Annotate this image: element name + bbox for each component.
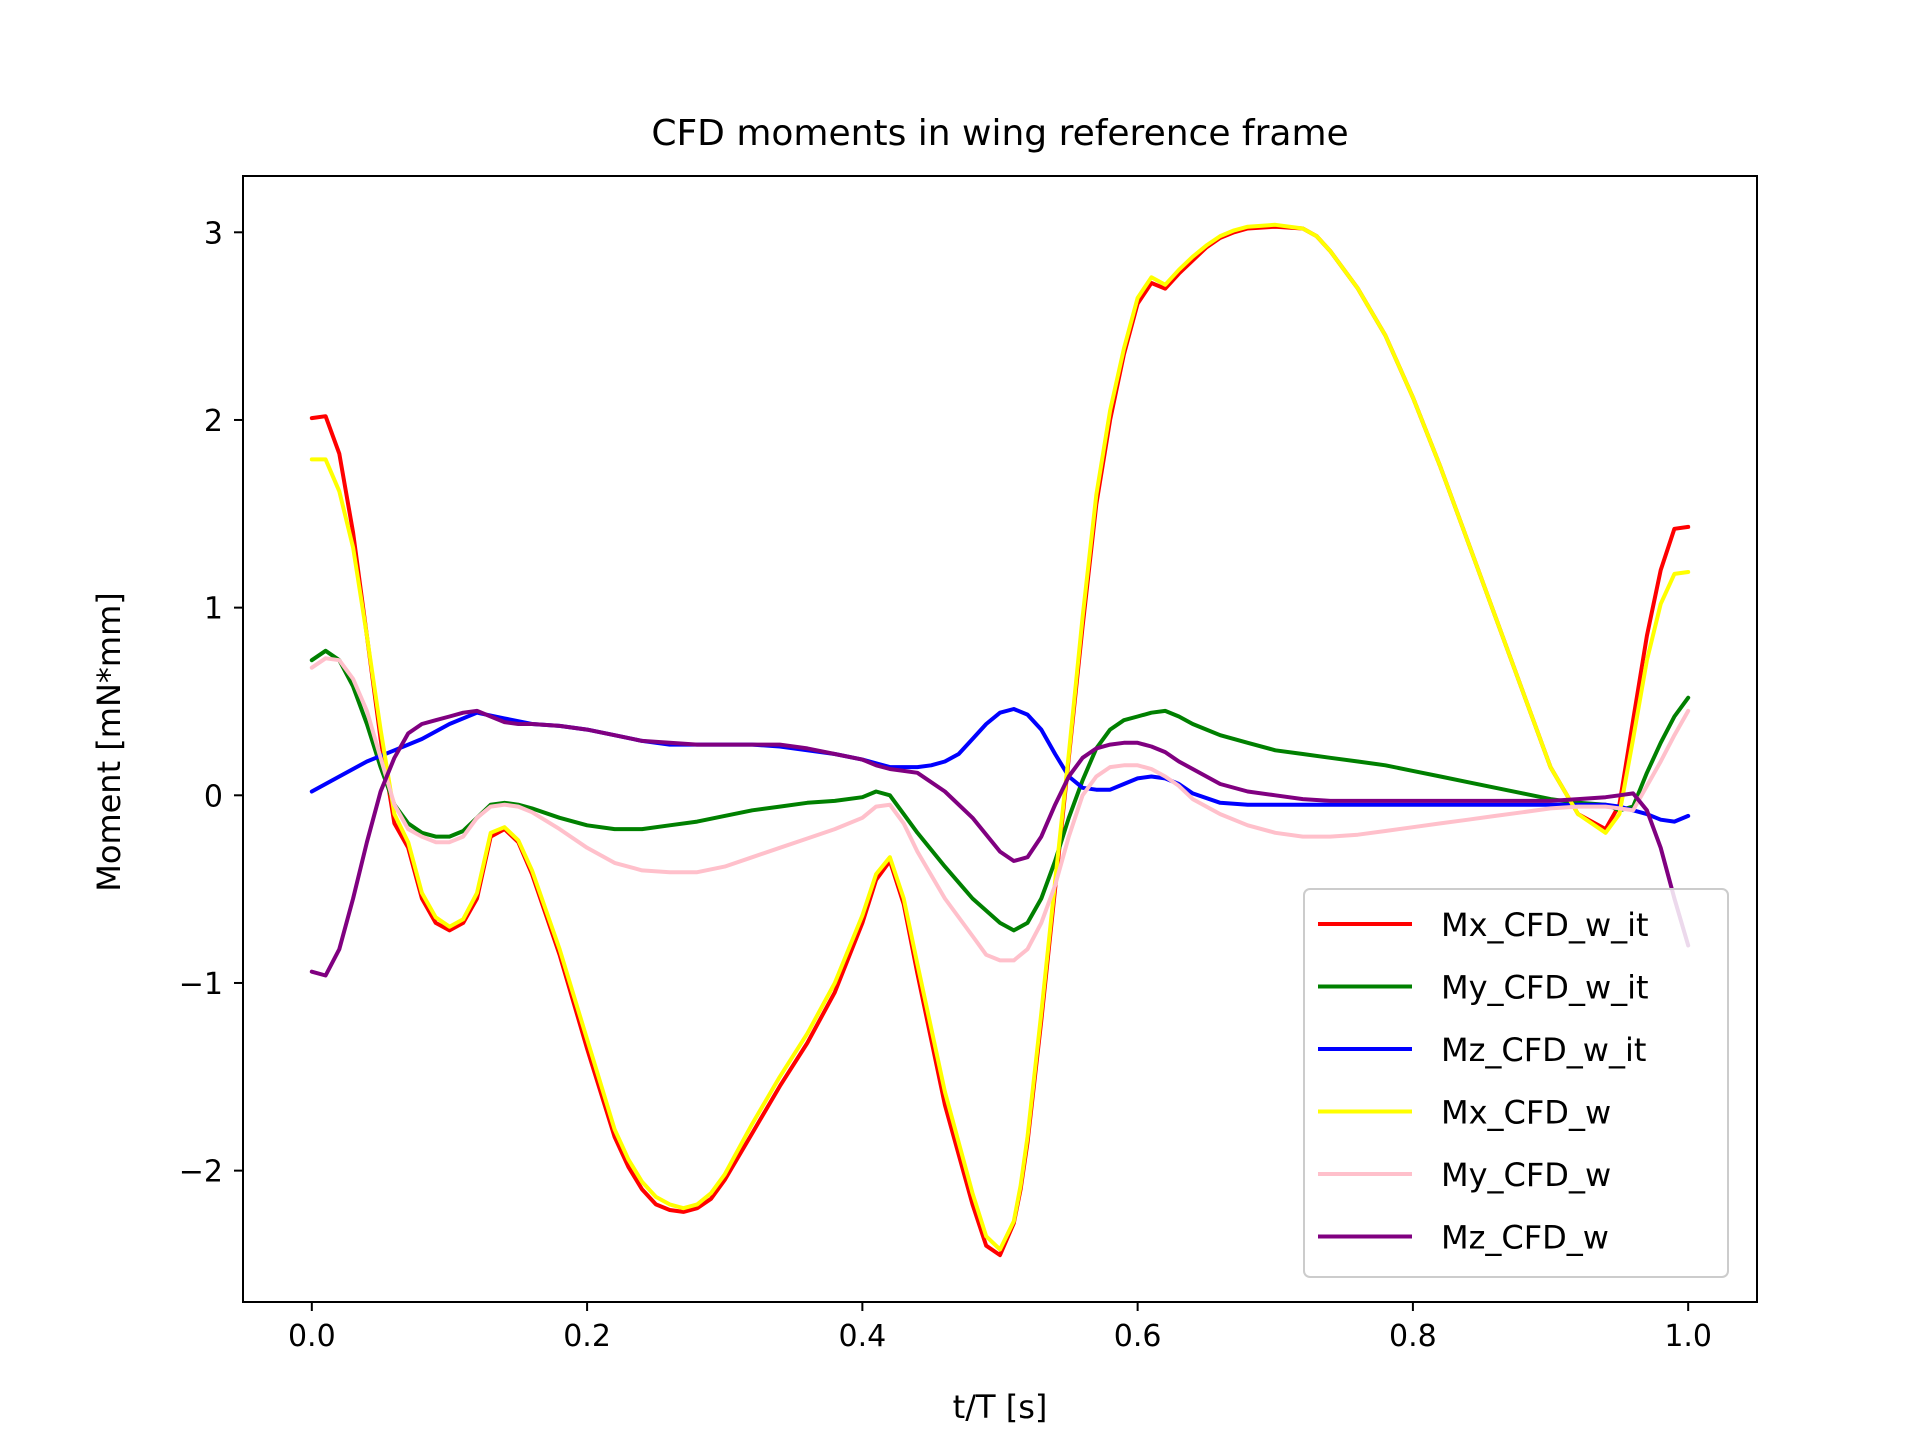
series-line-Mx_CFD_w bbox=[309, 222, 1691, 1252]
axes-layer: 0.0 0.2 0.4 0.6 0.8 1.0 −2 −1 0 1 2 3 bbox=[179, 175, 1758, 1354]
x-tick-label: 1.0 bbox=[1664, 1319, 1712, 1354]
series-layer bbox=[309, 222, 1691, 1258]
y-tick-label: 0 bbox=[204, 779, 223, 814]
y-tick-label: 1 bbox=[204, 592, 223, 627]
plot-frame bbox=[242, 175, 1758, 1303]
legend-label-Mx_CFD_w: Mx_CFD_w bbox=[1441, 1094, 1611, 1132]
x-tick-label: 0.2 bbox=[563, 1319, 611, 1354]
y-axis-title: Moment [mN*mm] bbox=[90, 592, 128, 891]
legend-label-Mz_CFD_w: Mz_CFD_w bbox=[1441, 1219, 1609, 1257]
x-tick-label: 0.4 bbox=[839, 1319, 887, 1354]
legend-label-My_CFD_w_it: My_CFD_w_it bbox=[1441, 969, 1649, 1007]
y-tick-label: −2 bbox=[179, 1155, 223, 1190]
chart-title: CFD moments in wing reference frame bbox=[651, 113, 1348, 154]
y-tick-label: −1 bbox=[179, 967, 223, 1002]
x-axis-title: t/T [s] bbox=[953, 1388, 1048, 1426]
legend: Mx_CFD_w_it My_CFD_w_it Mz_CFD_w_it Mx_CFD_… bbox=[1303, 888, 1729, 1278]
legend-label-Mx_CFD_w_it: Mx_CFD_w_it bbox=[1441, 906, 1649, 944]
y-tick-label: 3 bbox=[204, 216, 223, 251]
legend-label-My_CFD_w: My_CFD_w bbox=[1441, 1156, 1611, 1194]
legend-label-Mz_CFD_w_it: Mz_CFD_w_it bbox=[1441, 1031, 1646, 1069]
series-line-Mz_CFD_w bbox=[309, 708, 1691, 978]
x-tick-label: 0.6 bbox=[1114, 1319, 1162, 1354]
series-line-My_CFD_w bbox=[309, 656, 1691, 963]
x-tick-label: 0.8 bbox=[1389, 1319, 1437, 1354]
y-tick-label: 2 bbox=[204, 404, 223, 439]
x-tick-label: 0.0 bbox=[288, 1319, 336, 1354]
